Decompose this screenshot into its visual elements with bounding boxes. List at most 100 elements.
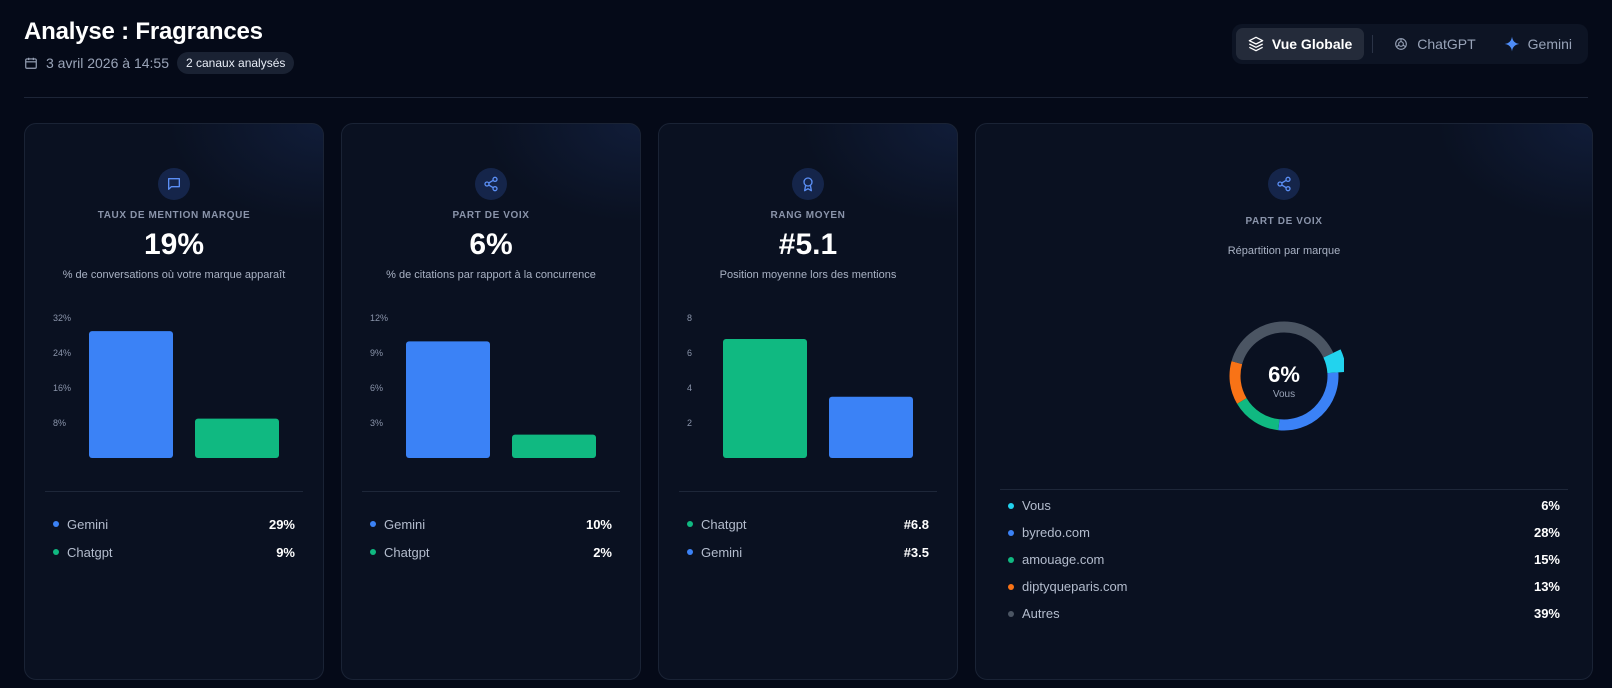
page-meta: 3 avril 2026 à 14:55 2 canaux analysés	[24, 52, 295, 74]
donut-legend: Vous 6% byredo.com 28% amouage.com 15% d…	[1008, 492, 1560, 627]
card-divider	[679, 491, 937, 492]
bar-chatgpt[interactable]	[195, 418, 279, 458]
card-description: Position moyenne lors des mentions	[719, 269, 897, 281]
card-label: TAUX DE MENTION MARQUE	[97, 210, 251, 221]
donut-slice-vous[interactable]	[1323, 349, 1344, 374]
legend-value: 13%	[1533, 579, 1560, 594]
card-value: 6%	[469, 228, 513, 261]
analysis-date: 3 avril 2026 à 14:55	[24, 55, 169, 71]
y-tick-label: 3%	[370, 418, 383, 428]
y-tick-label: 32%	[53, 313, 71, 323]
donut-center-value: 6%	[1268, 362, 1300, 387]
legend-name: Chatgpt	[67, 544, 113, 560]
chart-legend: Gemini 10% Chatgpt 2%	[370, 510, 612, 566]
bar-chart-mention: 8% 16% 24% 32%	[53, 313, 279, 458]
donut-slice-amouage-com[interactable]	[1237, 397, 1280, 431]
legend-value: #6.8	[903, 516, 929, 532]
donut-slice-diptyqueparis-com[interactable]	[1229, 361, 1247, 404]
legend-value: 2%	[593, 544, 612, 560]
legend-name: Gemini	[67, 516, 109, 532]
legend-name: Gemini	[701, 544, 743, 560]
header-divider	[24, 97, 1588, 98]
card-description: % de citations par rapport à la concurre…	[386, 269, 596, 281]
analysis-date-text: 3 avril 2026 à 14:55	[46, 55, 169, 71]
bar-chatgpt[interactable]	[723, 339, 807, 458]
legend-dot	[53, 549, 59, 555]
legend-item: Chatgpt 2%	[370, 538, 612, 566]
page-title: Analyse : Fragrances	[24, 18, 263, 45]
legend-value: 29%	[268, 516, 295, 532]
donut-center: 6% Vous	[1224, 362, 1344, 400]
legend-dot	[1008, 529, 1014, 536]
legend-name: amouage.com	[1022, 552, 1105, 567]
card-description: % de conversations où votre marque appar…	[62, 269, 286, 281]
legend-value: 39%	[1533, 606, 1560, 621]
page-header: Analyse : Fragrances 3 avril 2026 à 14:5…	[24, 18, 1588, 98]
view-tabs: Vue Globale ChatGPT Gemini	[1231, 24, 1588, 64]
layers-icon	[1248, 36, 1264, 52]
card-label: PART DE VOIX	[452, 210, 530, 221]
bar-gemini[interactable]	[829, 396, 913, 458]
y-tick-label: 24%	[53, 348, 71, 358]
legend-value: 9%	[276, 544, 295, 560]
message-icon	[158, 168, 190, 200]
tab-chatgpt[interactable]: ChatGPT	[1381, 28, 1487, 60]
card-share-of-voice: PART DE VOIX 6% % de citations par rappo…	[341, 123, 641, 680]
legend-item: amouage.com 15%	[1008, 546, 1560, 573]
tab-label: Gemini	[1527, 36, 1572, 52]
bar-gemini[interactable]	[406, 341, 490, 458]
legend-dot	[53, 521, 59, 527]
legend-dot	[370, 549, 376, 555]
legend-dot	[1008, 502, 1014, 509]
legend-dot	[1008, 610, 1014, 617]
legend-item: Vous 6%	[1008, 492, 1560, 519]
bar-chart-share: 3% 6% 9% 12%	[370, 313, 596, 458]
donut-slice-autres[interactable]	[1231, 321, 1334, 365]
legend-item: Autres 39%	[1008, 600, 1560, 627]
card-divider	[45, 491, 303, 492]
donut-slice-byredo-com[interactable]	[1278, 372, 1339, 431]
tab-label: ChatGPT	[1417, 36, 1476, 52]
legend-dot	[687, 521, 693, 527]
y-tick-label: 16%	[53, 383, 71, 393]
tab-vue-globale[interactable]: Vue Globale	[1235, 28, 1365, 60]
legend-name: byredo.com	[1022, 525, 1090, 540]
award-icon	[792, 168, 824, 200]
y-tick-label: 8%	[53, 418, 66, 428]
card-subtitle: Répartition par marque	[1227, 245, 1341, 257]
card-brand-distribution: PART DE VOIX Répartition par marque 6% V…	[975, 123, 1593, 680]
legend-name: Chatgpt	[384, 544, 430, 560]
tab-gemini[interactable]: Gemini	[1492, 28, 1584, 60]
bar-chatgpt[interactable]	[512, 434, 596, 458]
y-tick-label: 2	[687, 418, 692, 428]
card-value: 19%	[143, 228, 205, 261]
legend-item: Gemini #3.5	[687, 538, 929, 566]
y-tick-label: 6	[687, 348, 692, 358]
legend-dot	[370, 521, 376, 527]
legend-dot	[1008, 583, 1014, 590]
tab-label: Vue Globale	[1271, 36, 1353, 52]
legend-item: byredo.com 28%	[1008, 519, 1560, 546]
card-divider	[362, 491, 620, 492]
channels-badge: 2 canaux analysés	[176, 52, 295, 74]
legend-value: #3.5	[903, 544, 929, 560]
legend-item: Chatgpt #6.8	[687, 510, 929, 538]
legend-value: 15%	[1533, 552, 1560, 567]
y-tick-label: 6%	[370, 383, 383, 393]
legend-dot	[1008, 556, 1014, 563]
openai-icon	[1395, 38, 1408, 50]
chart-legend: Chatgpt #6.8 Gemini #3.5	[687, 510, 929, 566]
legend-item: Gemini 29%	[53, 510, 295, 538]
tab-divider	[1372, 35, 1374, 53]
y-tick-label: 8	[687, 313, 692, 323]
legend-name: Gemini	[384, 516, 426, 532]
card-average-rank: RANG MOYEN #5.1 Position moyenne lors de…	[658, 123, 958, 680]
card-value: #5.1	[778, 228, 838, 261]
y-tick-label: 12%	[370, 313, 388, 323]
legend-item: diptyqueparis.com 13%	[1008, 573, 1560, 600]
legend-name: Chatgpt	[701, 516, 747, 532]
card-label: RANG MOYEN	[770, 210, 846, 221]
legend-name: Vous	[1022, 498, 1051, 513]
y-tick-label: 4	[687, 383, 692, 393]
bar-gemini[interactable]	[89, 331, 173, 458]
